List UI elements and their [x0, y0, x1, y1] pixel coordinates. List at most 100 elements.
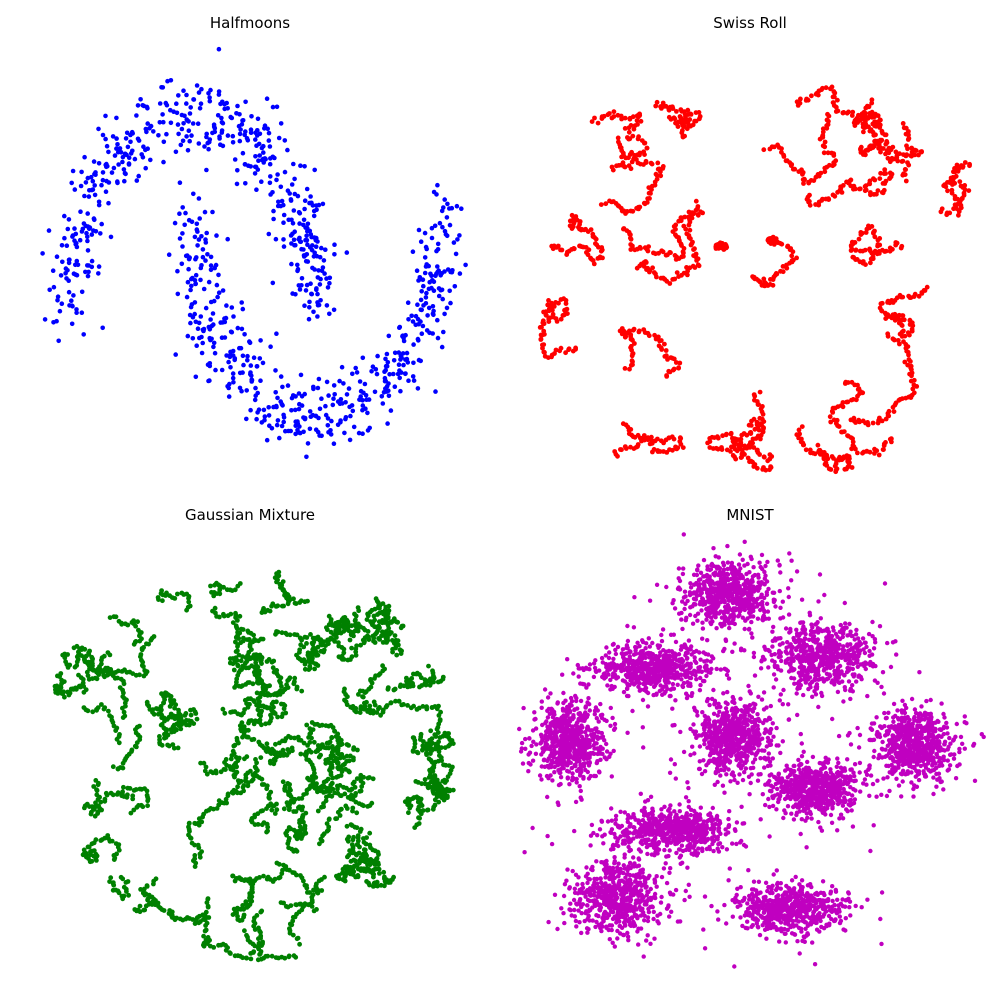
scatter-point: [315, 291, 320, 297]
scatter-point: [195, 842, 201, 848]
scatter-point: [364, 835, 369, 840]
scatter-point: [909, 328, 915, 334]
scatter-point: [716, 244, 722, 249]
scatter-point: [419, 289, 425, 294]
scatter-point: [746, 422, 752, 428]
scatter-point: [92, 171, 97, 177]
scatter-point: [337, 378, 342, 384]
scatter-point: [661, 103, 666, 109]
scatter-point: [163, 100, 169, 106]
scatter-point: [899, 317, 905, 323]
scatter-point: [113, 614, 119, 620]
scatter-point: [678, 107, 684, 112]
scatter-point: [276, 199, 281, 205]
scatter-point: [862, 125, 868, 130]
scatter-point: [207, 98, 213, 104]
scatter-point: [908, 363, 914, 369]
scatter-point: [190, 917, 196, 922]
scatter-point: [191, 721, 197, 726]
scatter-point: [757, 389, 763, 395]
scatter-point: [232, 157, 238, 162]
scatter-point: [658, 438, 664, 444]
scatter-point: [599, 247, 605, 253]
scatter-point: [312, 167, 318, 173]
scatter-point: [292, 833, 298, 839]
scatter-point: [164, 131, 169, 137]
scatter-point: [176, 717, 182, 722]
scatter-point: [231, 380, 236, 385]
scatter-point: [216, 92, 222, 97]
scatter-point: [650, 449, 655, 455]
scatter-point: [818, 170, 824, 176]
scatter-point: [673, 360, 679, 365]
scatter-point: [244, 388, 249, 393]
scatter-point: [872, 234, 878, 240]
scatter-point: [875, 243, 880, 249]
scatter-point: [355, 838, 361, 844]
scatter-point: [85, 234, 90, 240]
scatter-point: [429, 273, 434, 279]
scatter-point: [315, 429, 321, 435]
scatter-point: [792, 166, 798, 172]
scatter-point: [429, 235, 435, 241]
scatter-point: [94, 667, 100, 673]
scatter-point: [797, 100, 803, 106]
scatter-point: [271, 761, 277, 767]
scatter-point: [168, 120, 174, 126]
scatter-point: [91, 784, 97, 789]
scatter-point: [181, 88, 186, 93]
scatter-point: [242, 707, 248, 712]
scatter-point: [642, 245, 648, 251]
scatter-point: [289, 182, 295, 187]
halfmoons-plot: [40, 46, 468, 460]
scatter-point: [278, 688, 283, 694]
scatter-point: [401, 702, 406, 707]
scatter-point: [650, 265, 655, 271]
scatter-point: [108, 790, 114, 796]
scatter-point: [649, 161, 655, 167]
scatter-point: [301, 217, 307, 223]
scatter-point: [211, 298, 217, 304]
scatter-point: [241, 362, 246, 368]
scatter-point: [908, 359, 913, 364]
scatter-point: [65, 226, 71, 232]
scatter-point: [338, 773, 344, 778]
scatter-point: [86, 269, 91, 275]
scatter-point: [756, 402, 761, 407]
scatter-point: [697, 114, 703, 119]
scatter-point: [307, 245, 313, 250]
scatter-point: [427, 279, 433, 285]
scatter-point: [320, 201, 326, 207]
scatter-point: [170, 724, 176, 730]
scatter-point: [355, 605, 361, 610]
scatter-point: [424, 752, 429, 758]
scatter-point: [256, 946, 262, 952]
scatter-point: [114, 146, 119, 151]
scatter-point: [328, 629, 334, 635]
scatter-point: [107, 879, 112, 884]
scatter-point: [693, 251, 699, 257]
scatter-point: [628, 208, 634, 214]
scatter-point: [222, 101, 227, 107]
scatter-point: [288, 903, 294, 908]
scatter-point: [281, 415, 287, 420]
scatter-point: [324, 303, 330, 308]
scatter-point: [260, 360, 266, 366]
scatter-point: [537, 325, 543, 330]
scatter-point: [211, 945, 217, 950]
scatter-point: [302, 416, 308, 422]
scatter-point: [830, 410, 836, 415]
scatter-point: [302, 823, 308, 829]
scatter-point: [104, 164, 109, 170]
scatter-point: [237, 112, 242, 117]
scatter-point: [309, 735, 314, 741]
scatter-point: [305, 259, 311, 264]
scatter-point: [626, 125, 632, 131]
scatter-point: [158, 704, 164, 709]
scatter-point: [360, 431, 365, 437]
scatter-point: [230, 348, 236, 354]
scatter-point: [414, 749, 420, 755]
scatter-point: [174, 101, 179, 106]
scatter-point: [816, 449, 821, 455]
scatter-point: [641, 200, 647, 206]
